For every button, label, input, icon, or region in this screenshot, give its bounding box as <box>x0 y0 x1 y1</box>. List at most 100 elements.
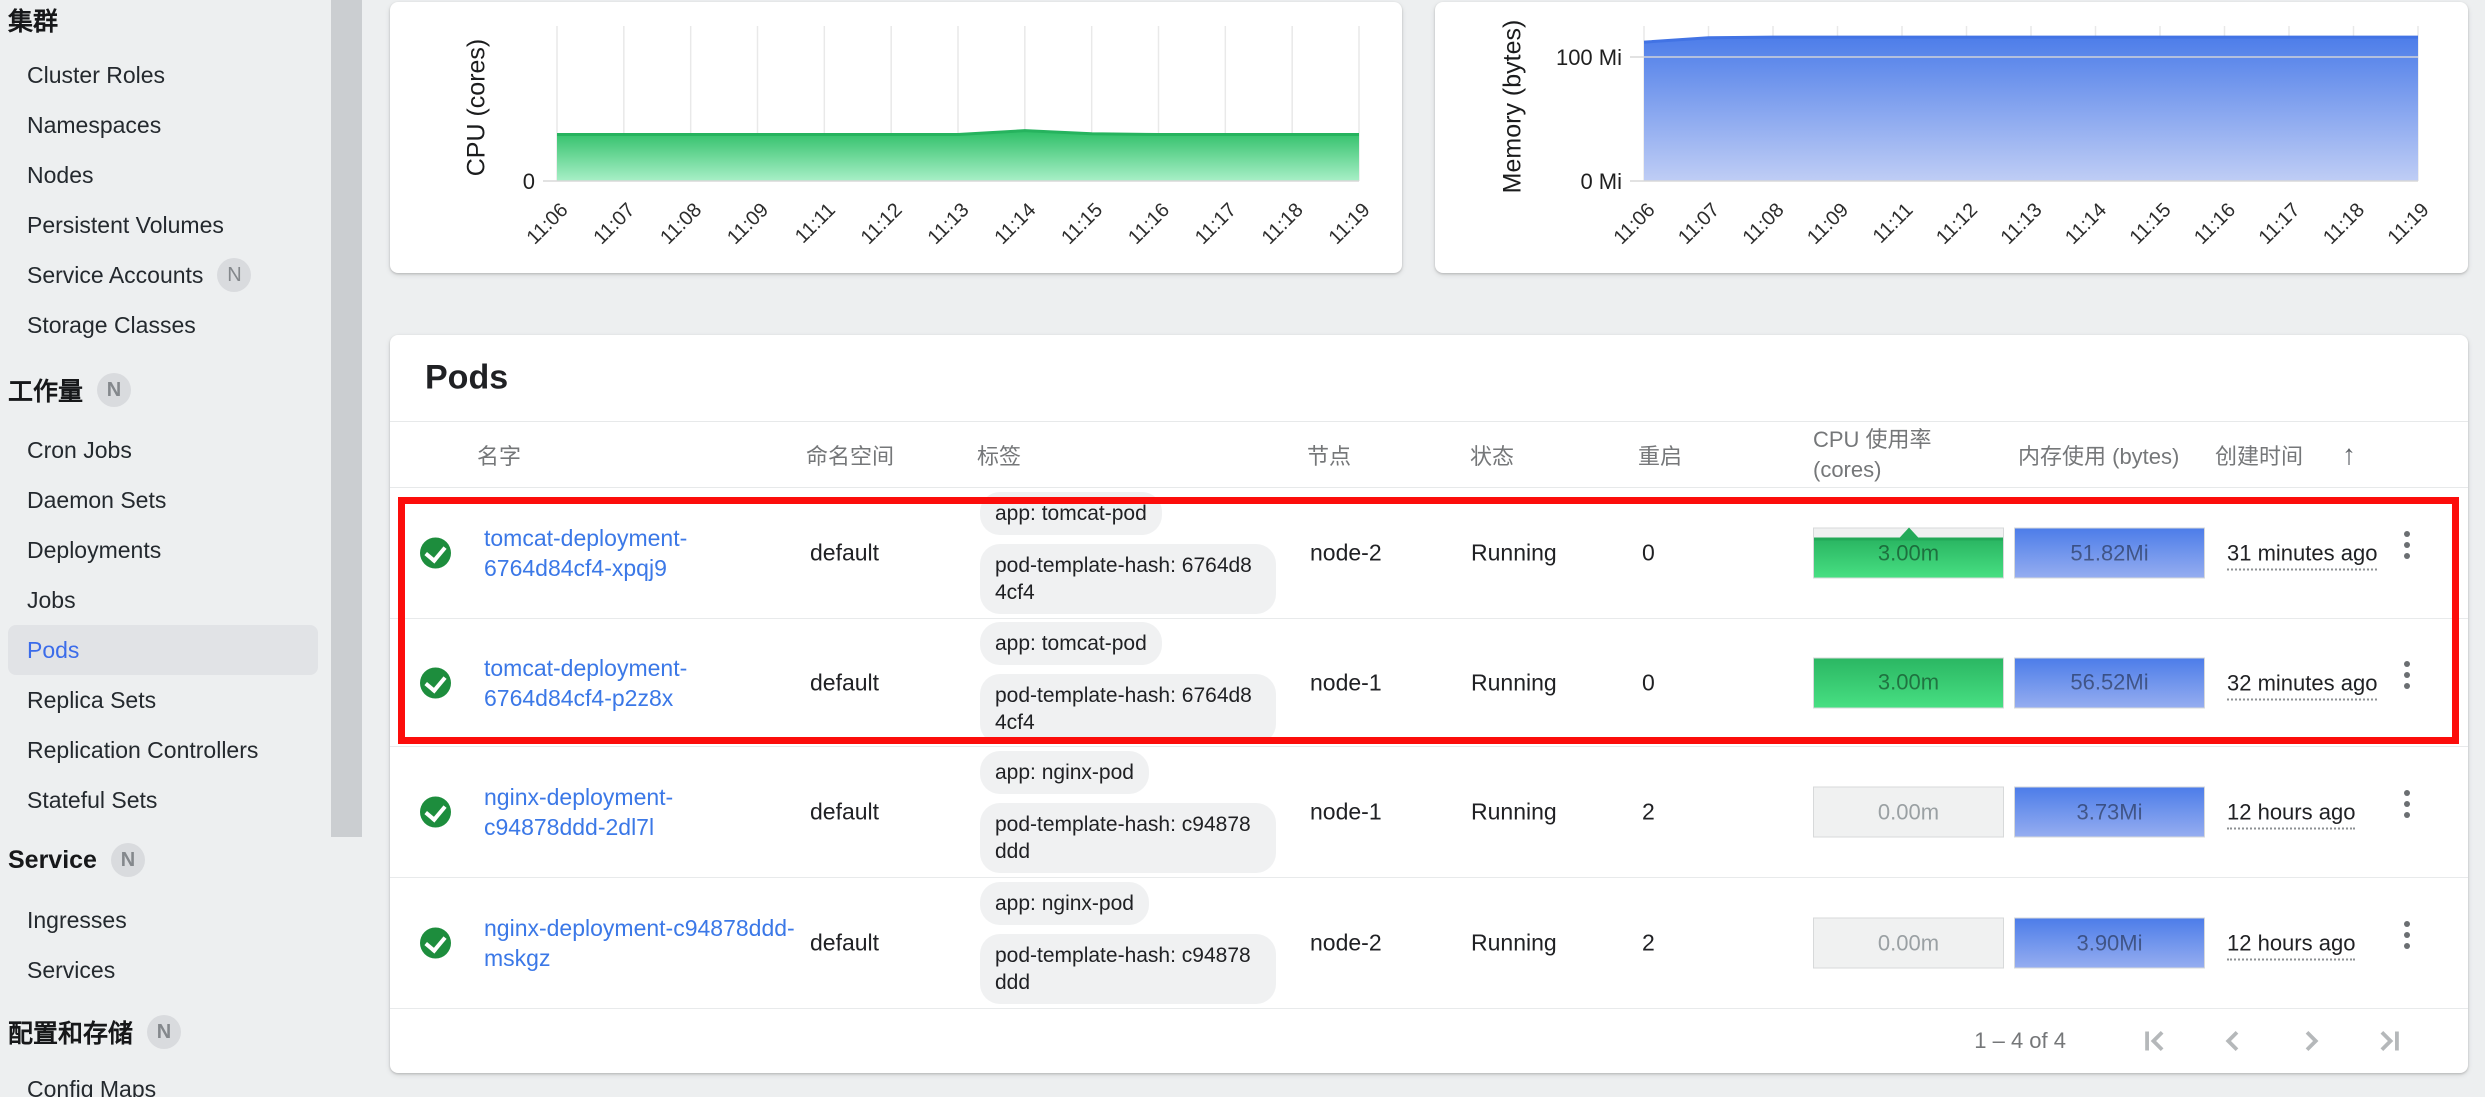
pod-name-cell: nginx-deployment-c94878ddd- mskgz <box>484 913 799 973</box>
pod-labels-cell: app: nginx-pod pod-template-hash: c94878… <box>980 878 1276 1008</box>
svg-text:11:17: 11:17 <box>1191 199 1241 249</box>
pod-restarts: 0 <box>1642 539 1655 566</box>
pod-cpu-value: 0.00m <box>1877 930 1940 955</box>
svg-text:11:11: 11:11 <box>791 199 840 248</box>
svg-text:11:12: 11:12 <box>1932 199 1982 249</box>
sidebar-section-集群: 集群 <box>0 0 331 40</box>
pod-name-line2: mskgz <box>484 945 551 971</box>
pod-restarts: 2 <box>1642 929 1655 956</box>
sidebar-item-label: Service Accounts <box>27 261 204 288</box>
pod-cpu-value: 3.00m <box>1877 669 1940 695</box>
sidebar-item-jobs[interactable]: Jobs <box>8 575 318 625</box>
pod-name-link[interactable]: nginx-deployment-c94878ddd- mskgz <box>484 913 799 973</box>
column-header-created[interactable]: 创建时间 <box>2215 443 2304 469</box>
svg-text:11:13: 11:13 <box>1997 199 2047 249</box>
pod-memory-value: 51.82Mi <box>2070 540 2149 565</box>
svg-text:11:19: 11:19 <box>1325 199 1375 249</box>
pod-name-link[interactable]: tomcat-deployment- 6764d84cf4-p2z8x <box>484 653 799 713</box>
sidebar-item-label: Stateful Sets <box>27 786 158 813</box>
last-page-icon[interactable] <box>2370 1022 2408 1060</box>
pagination-range-label: 1 – 4 of 4 <box>1974 1027 2066 1053</box>
sidebar-item-pods[interactable]: Pods <box>8 625 318 675</box>
sidebar-nav-list: 集群 Cluster Roles Namespaces Nodes Persis… <box>0 0 331 1097</box>
svg-text:11:08: 11:08 <box>656 199 706 249</box>
sidebar-item-ingresses[interactable]: Ingresses <box>8 895 318 945</box>
pod-name-link[interactable]: nginx-deployment- c94878ddd-2dl7l <box>484 782 799 842</box>
pod-labels-cell: app: tomcat-pod pod-template-hash: 6764d… <box>980 488 1276 618</box>
label-chip-app: app: tomcat-pod <box>980 621 1162 665</box>
pod-memory-usage-bar: 51.82Mi <box>2014 527 2205 579</box>
pod-node: node-1 <box>1310 798 1382 825</box>
sidebar-item-nodes[interactable]: Nodes <box>8 150 318 200</box>
pod-name-line2: 6764d84cf4-xpqj9 <box>484 555 667 581</box>
svg-text:11:09: 11:09 <box>1803 199 1853 249</box>
memory-area-chart: 0 Mi 100 Mi 11:06 11:07 11:08 11:09 11:11 11:12… <box>1556 26 2434 249</box>
svg-text:11:09: 11:09 <box>723 199 773 249</box>
pod-name-link[interactable]: tomcat-deployment- 6764d84cf4-xpqj9 <box>484 523 799 583</box>
sidebar-item-config-maps[interactable]: Config Maps <box>8 1064 318 1097</box>
svg-text:11:19: 11:19 <box>2384 199 2434 249</box>
pod-status-ok-icon <box>420 927 451 959</box>
sidebar-item-label: Deployments <box>27 536 162 563</box>
sidebar-item-label: Replication Controllers <box>27 736 259 763</box>
sidebar-item-storage-classes[interactable]: Storage Classes <box>8 300 318 350</box>
label-chip-app: app: tomcat-pod <box>980 492 1162 535</box>
sidebar-item-persistent-volumes[interactable]: Persistent Volumes <box>8 200 318 250</box>
sidebar-item-deployments[interactable]: Deployments <box>8 525 318 575</box>
table-row: nginx-deployment- c94878ddd-2dl7l defaul… <box>390 747 2468 878</box>
pod-memory-usage-bar: 3.73Mi <box>2014 786 2205 838</box>
sidebar-item-namespaces[interactable]: Namespaces <box>8 100 318 150</box>
pod-created-time: 31 minutes ago <box>2227 540 2378 571</box>
sidebar-item-cluster-roles[interactable]: Cluster Roles <box>8 50 318 100</box>
next-page-icon[interactable] <box>2292 1022 2330 1060</box>
pod-created-time: 12 hours ago <box>2227 930 2356 961</box>
sidebar-item-label: Jobs <box>27 586 76 613</box>
column-header-restarts[interactable]: 重启 <box>1638 443 1683 469</box>
pod-created-label: 31 minutes ago <box>2227 540 2378 571</box>
column-header-name[interactable]: 名字 <box>477 443 522 469</box>
column-header-status[interactable]: 状态 <box>1470 443 1515 469</box>
sidebar-section-label: 工作量 <box>8 378 84 406</box>
pod-memory-value: 3.73Mi <box>2076 799 2143 824</box>
pod-cpu-value: 0.00m <box>1877 799 1940 824</box>
sidebar-item-label: Persistent Volumes <box>27 211 224 238</box>
memory-usage-chart-card: 0 Mi 100 Mi 11:06 11:07 11:08 11:09 11:11 11:12… <box>1435 2 2468 273</box>
sidebar-section-工作量: 工作量 N <box>0 365 331 415</box>
sidebar-item-services[interactable]: Services <box>8 945 318 995</box>
svg-text:11:16: 11:16 <box>2190 199 2240 249</box>
pods-card-header: Pods <box>390 335 2468 422</box>
sidebar-item-replica-sets[interactable]: Replica Sets <box>8 675 318 725</box>
column-header-node[interactable]: 节点 <box>1307 443 1352 469</box>
svg-text:11:13: 11:13 <box>924 199 974 249</box>
cpu-area-chart: 0 11:06 11:07 11:08 11:09 11:11 11:12 11:13 11:1… <box>523 26 1375 249</box>
sidebar-scrollbar[interactable] <box>331 0 362 837</box>
column-header-memory[interactable]: 内存使用 (bytes) <box>2018 443 2180 469</box>
pod-memory-value: 3.90Mi <box>2076 930 2143 955</box>
label-chip-pod-template-hash: pod-template-hash: c94878ddd <box>980 803 1276 873</box>
svg-text:11:11: 11:11 <box>1869 199 1918 248</box>
pod-memory-usage-bar: 56.52Mi <box>2014 657 2205 708</box>
pod-status-ok-icon <box>420 667 451 698</box>
svg-text:0: 0 <box>523 169 535 194</box>
pagination-bar: 1 – 4 of 4 <box>390 1009 2468 1072</box>
sidebar-section-label: Service <box>8 845 97 874</box>
pods-table-body: tomcat-deployment- 6764d84cf4-xpqj9 defa… <box>390 488 2468 1009</box>
sidebar-item-daemon-sets[interactable]: Daemon Sets <box>8 475 318 525</box>
pod-restarts: 2 <box>1642 798 1655 825</box>
pod-labels-cell: app: tomcat-pod pod-template-hash: 6764d… <box>980 619 1276 746</box>
label-chip-pod-template-hash: pod-template-hash: 6764d84cf4 <box>980 673 1276 744</box>
pod-status: Running <box>1471 669 1557 695</box>
sidebar-item-cron-jobs[interactable]: Cron Jobs <box>8 425 318 475</box>
sidebar-item-service-accounts[interactable]: Service Accounts N <box>8 250 318 300</box>
sidebar-item-label: Pods <box>27 636 80 663</box>
label-chip-pod-template-hash: pod-template-hash: c94878ddd <box>980 934 1276 1004</box>
sidebar-item-stateful-sets[interactable]: Stateful Sets <box>8 775 318 825</box>
sidebar-item-replication-controllers[interactable]: Replication Controllers <box>8 725 318 775</box>
sort-ascending-icon[interactable]: ↑ <box>2342 438 2356 470</box>
column-header-namespace[interactable]: 命名空间 <box>806 443 895 469</box>
pod-status: Running <box>1471 929 1557 956</box>
previous-page-icon[interactable] <box>2214 1022 2252 1060</box>
column-header-cpu[interactable]: CPU 使用率 (cores) <box>1813 425 1932 485</box>
pod-name-cell: tomcat-deployment- 6764d84cf4-p2z8x <box>484 653 799 713</box>
first-page-icon[interactable] <box>2136 1022 2174 1060</box>
